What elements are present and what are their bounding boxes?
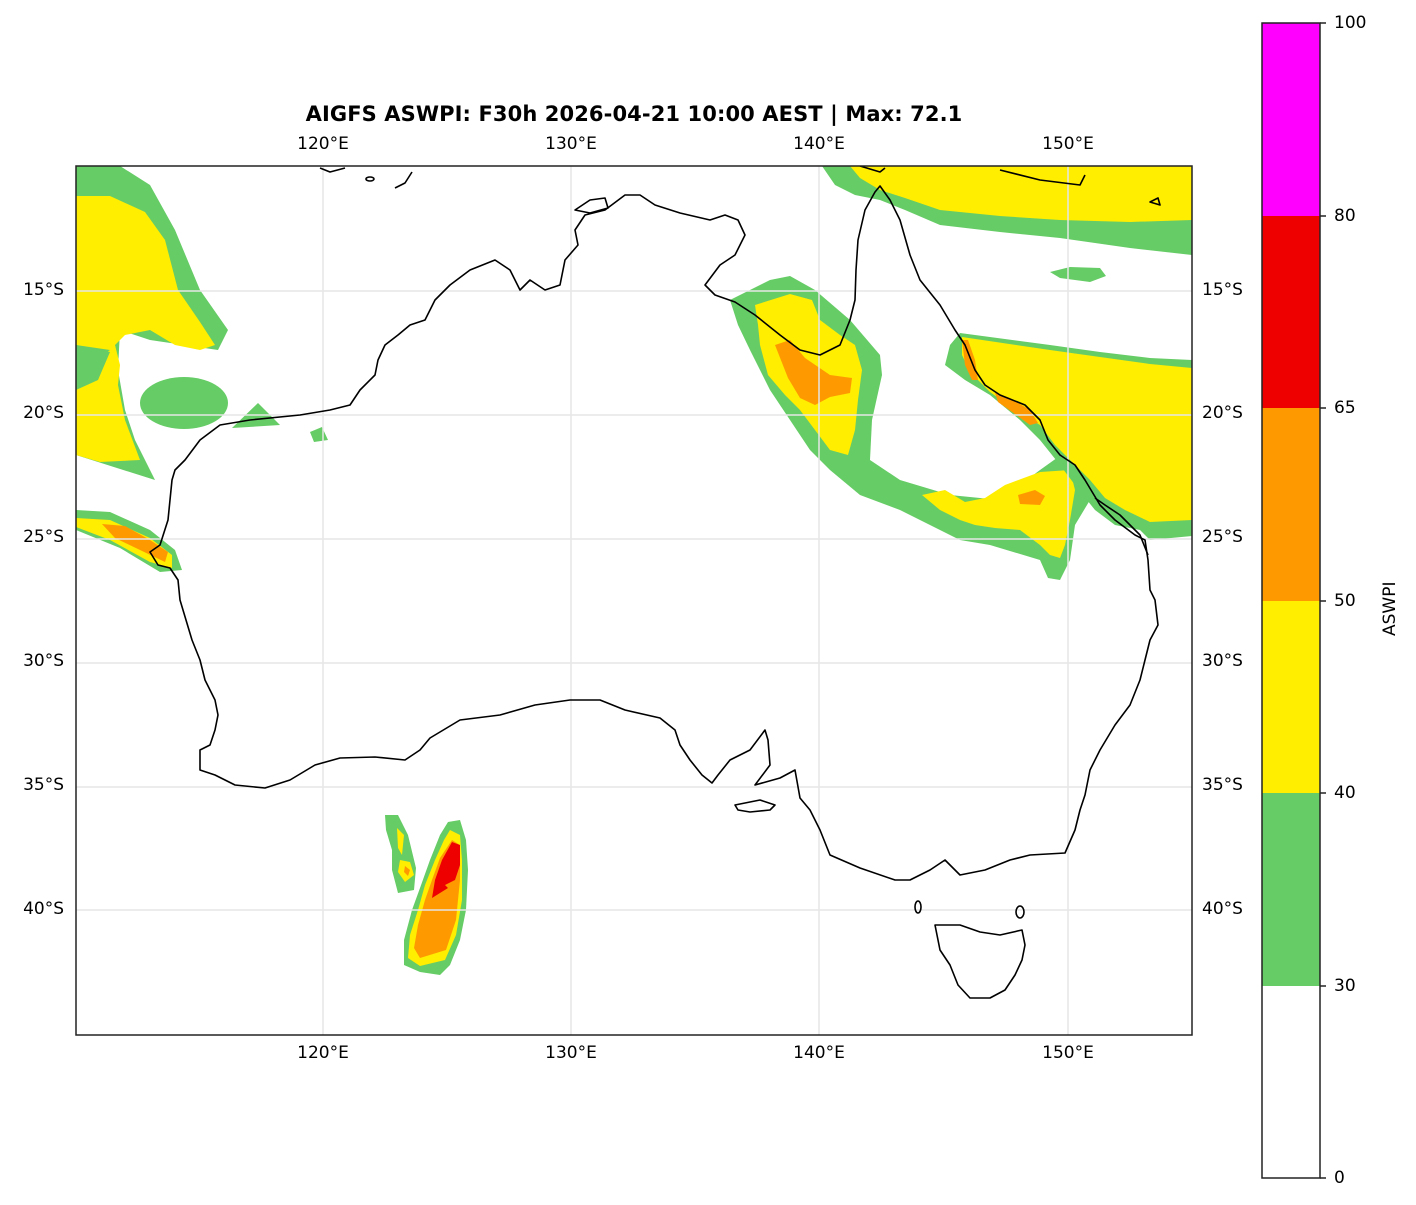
lon-tick-top: 140°E bbox=[793, 134, 845, 154]
gridlines bbox=[76, 166, 1192, 1035]
colorbar bbox=[1261, 22, 1326, 1179]
lat-tick-right: 25°S bbox=[1202, 527, 1243, 547]
lon-tick-bottom: 140°E bbox=[793, 1043, 845, 1063]
lat-tick-right: 15°S bbox=[1202, 280, 1243, 300]
lon-tick-bottom: 120°E bbox=[297, 1043, 349, 1063]
lat-tick-left: 40°S bbox=[23, 899, 64, 919]
lat-tick-right: 35°S bbox=[1202, 775, 1243, 795]
colorbar-tick: 65 bbox=[1334, 398, 1356, 418]
colorbar-tick: 0 bbox=[1334, 1168, 1345, 1188]
lat-tick-left: 15°S bbox=[23, 280, 64, 300]
contour-fills bbox=[76, 166, 1192, 975]
lat-tick-right: 20°S bbox=[1202, 403, 1243, 423]
lon-tick-bottom: 130°E bbox=[545, 1043, 597, 1063]
colorbar-tick: 30 bbox=[1334, 976, 1356, 996]
colorbar-tick: 50 bbox=[1334, 591, 1356, 611]
coastline bbox=[149, 166, 1161, 999]
chart-title: AIGFS ASWPI: F30h 2026-04-21 10:00 AEST … bbox=[305, 102, 963, 126]
colorbar-tick: 40 bbox=[1334, 783, 1356, 803]
lat-tick-left: 30°S bbox=[23, 651, 64, 671]
lat-tick-left: 35°S bbox=[23, 775, 64, 795]
lat-tick-left: 20°S bbox=[23, 403, 64, 423]
colorbar-title: ASWPI bbox=[1380, 581, 1400, 637]
lat-tick-right: 40°S bbox=[1202, 899, 1243, 919]
lon-tick-top: 130°E bbox=[545, 134, 597, 154]
lat-tick-right: 30°S bbox=[1202, 651, 1243, 671]
lon-tick-top: 120°E bbox=[297, 134, 349, 154]
map-frame bbox=[75, 165, 1193, 1036]
lon-tick-top: 150°E bbox=[1042, 134, 1094, 154]
lat-tick-left: 25°S bbox=[23, 527, 64, 547]
lon-tick-bottom: 150°E bbox=[1042, 1043, 1094, 1063]
colorbar-tick: 100 bbox=[1334, 13, 1367, 33]
colorbar-tick: 80 bbox=[1334, 206, 1356, 226]
